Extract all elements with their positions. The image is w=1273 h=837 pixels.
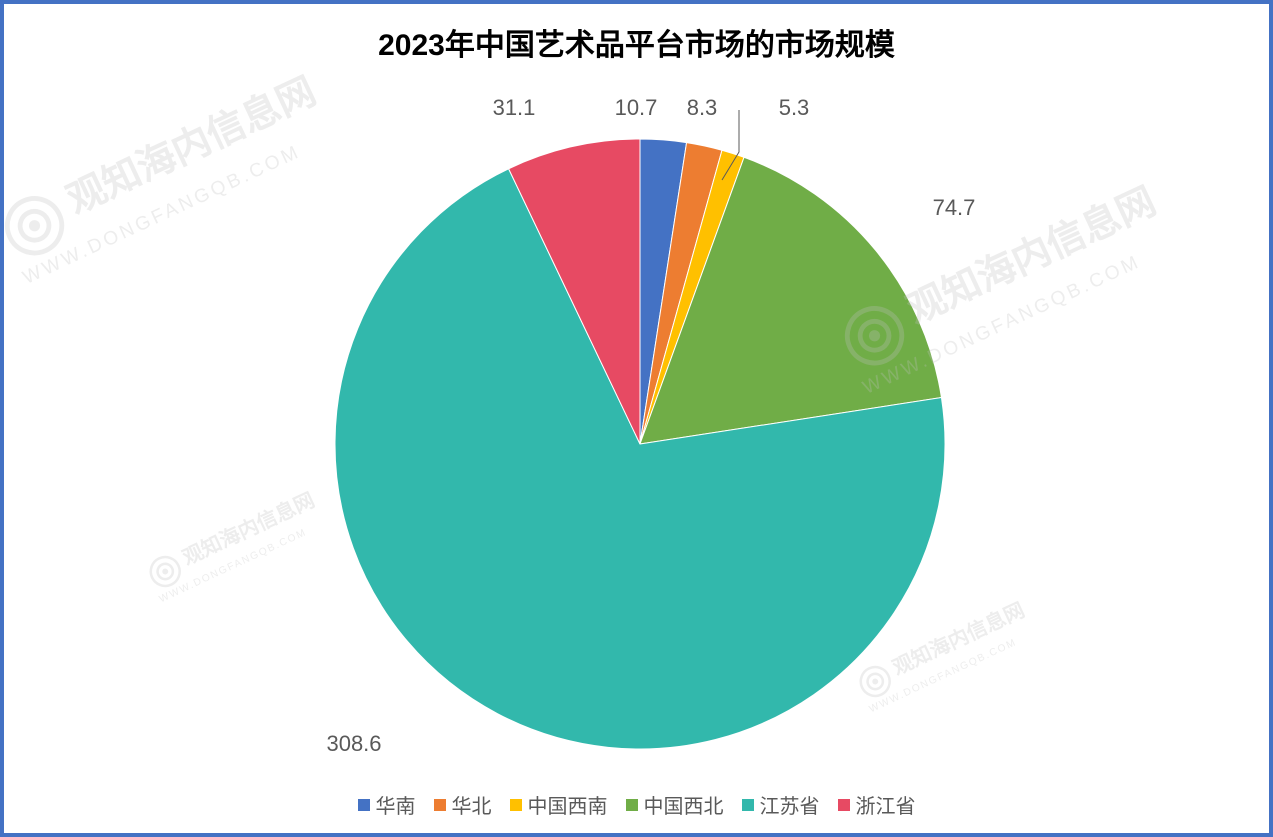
legend-label: 中国西南 xyxy=(528,790,608,819)
pie-chart xyxy=(4,84,1273,764)
legend-item: 华北 xyxy=(434,790,492,819)
legend: 华南 华北 中国西南 中国西北 江苏省 浙江省 xyxy=(4,790,1269,819)
legend-label: 中国西北 xyxy=(644,790,724,819)
legend-swatch xyxy=(510,799,522,811)
legend-item: 浙江省 xyxy=(838,790,916,819)
legend-swatch xyxy=(742,799,754,811)
data-label: 31.1 xyxy=(493,95,536,121)
legend-swatch xyxy=(838,799,850,811)
legend-item: 中国西南 xyxy=(510,790,608,819)
legend-swatch xyxy=(626,799,638,811)
chart-frame: 2023年中国艺术品平台市场的市场规模 华南 华北 中国西南 中国西北 江苏省 浙江省 1… xyxy=(0,0,1273,837)
legend-label: 浙江省 xyxy=(856,790,916,819)
legend-swatch xyxy=(434,799,446,811)
legend-item: 华南 xyxy=(358,790,416,819)
legend-label: 江苏省 xyxy=(760,790,820,819)
data-label: 5.3 xyxy=(779,95,810,121)
data-label: 74.7 xyxy=(933,195,976,221)
legend-item: 江苏省 xyxy=(742,790,820,819)
data-label: 10.7 xyxy=(615,95,658,121)
pie-area xyxy=(4,84,1269,764)
data-label: 8.3 xyxy=(687,95,718,121)
legend-item: 中国西北 xyxy=(626,790,724,819)
chart-title: 2023年中国艺术品平台市场的市场规模 xyxy=(4,20,1269,64)
legend-label: 华南 xyxy=(376,790,416,819)
legend-label: 华北 xyxy=(452,790,492,819)
legend-swatch xyxy=(358,799,370,811)
data-label: 308.6 xyxy=(326,731,381,757)
